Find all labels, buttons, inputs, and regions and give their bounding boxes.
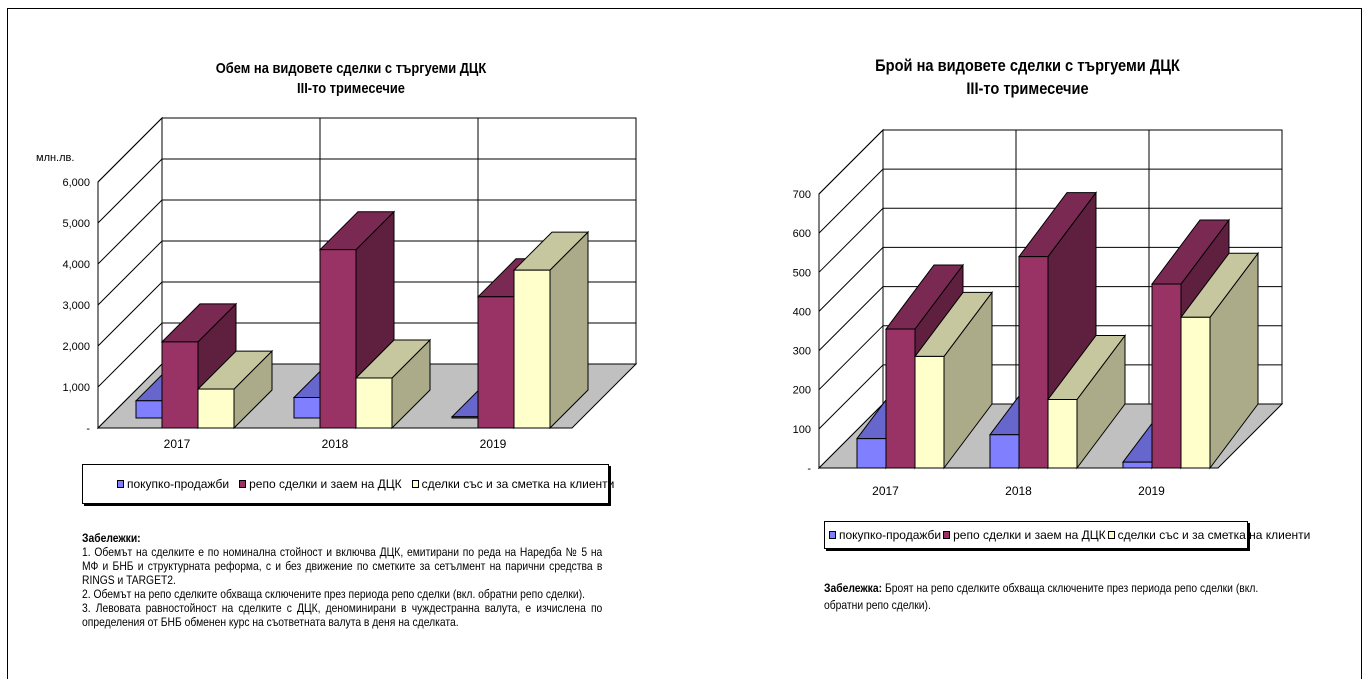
legend-item-buy-sell: покупко-продажби — [117, 477, 229, 491]
y-tick-label: 100 — [793, 424, 811, 436]
legend-label-repo: репо сделки и заем на ДЦК — [249, 477, 402, 491]
legend-swatch-repo — [239, 480, 247, 488]
x-category-label: 2019 — [480, 437, 507, 451]
note-1: 1. Обемът на сделките е по номинална сто… — [82, 545, 603, 587]
legend-swatch-buy-sell-right — [829, 531, 836, 539]
legend-item-repo-right: репо сделки и заем на ДЦК — [943, 528, 1106, 542]
bar-1-2018 — [989, 434, 1020, 469]
legend-label-repo-right: репо сделки и заем на ДЦК — [953, 528, 1106, 542]
y-tick-label: 5,000 — [62, 218, 90, 230]
bar-1-2019 — [1122, 461, 1153, 469]
legend-label-clients-right: сделки със и за сметка на клиенти — [1117, 528, 1311, 542]
notes-heading: Забележки: — [82, 531, 141, 545]
bar-1-2017 — [856, 438, 887, 469]
left-chart-panel: Обем на видовете сделки с търгуеми ДЦК I… — [7, 8, 695, 679]
left-notes: Забележки: 1. Обемът на сделките е по но… — [82, 531, 602, 629]
bar-3-2017 — [197, 388, 235, 429]
left-bar-chart: - 1,000 2,000 3,000 4,000 5,000 6,000 2017 2018 2… — [36, 116, 638, 451]
left-title-line1: Обем на видовете сделки с търгуеми ДЦК — [215, 60, 487, 77]
legend-label-buy-sell: покупко-продажби — [127, 477, 230, 491]
x-category-label: 2018 — [1005, 484, 1032, 498]
legend-swatch-buy-sell — [117, 480, 124, 488]
y-tick-label: 300 — [793, 346, 811, 358]
y-tick-label: - — [86, 423, 90, 435]
y-tick-label: 4,000 — [62, 259, 90, 271]
right-chart-panel: Брой на видовете сделки с търгуеми ДЦК I… — [694, 8, 1362, 679]
y-tick-label: - — [807, 463, 811, 475]
right-title-line2: III-то тримесечие — [966, 79, 1089, 98]
legend-item-repo: репо сделки и заем на ДЦК — [239, 477, 402, 491]
bar-2-2017 — [161, 341, 199, 429]
right-note-text: Броят на репо сделките обхваща сключенит… — [824, 581, 1259, 612]
legend-label-clients: сделки със и за сметка на клиенти — [421, 477, 615, 491]
right-bar-chart: - 100 200 300 400 500 600 700 2017 2018 2019 — [793, 128, 1284, 498]
y-tick-label: 3,000 — [62, 300, 90, 312]
bar-3-2018 — [1047, 399, 1078, 469]
legend-swatch-clients — [411, 480, 419, 488]
x-category-label: 2018 — [322, 437, 349, 451]
bar-2-2018 — [319, 249, 357, 429]
bar-2-2019 — [1151, 283, 1182, 469]
y-unit-label: млн.лв. — [36, 152, 74, 164]
y-tick-label: 400 — [793, 306, 811, 318]
right-chart-legend: покупко-продажби репо сделки и заем на Д… — [824, 521, 1310, 549]
bar-3-2019 — [1180, 316, 1211, 469]
y-tick-label: 700 — [793, 189, 811, 201]
x-category-label: 2017 — [164, 437, 191, 451]
x-category-label: 2019 — [1138, 484, 1165, 498]
y-tick-label: 500 — [793, 267, 811, 279]
right-title-line1: Брой на видовете сделки с търгуеми ДЦК — [875, 56, 1180, 75]
bar-2-2019 — [477, 296, 515, 429]
legend-label-buy-sell-right: покупко-продажби — [839, 528, 942, 542]
note-3: 3. Левовата равностойност на сделките с … — [82, 601, 603, 629]
legend-swatch-clients-right — [1107, 531, 1115, 539]
note-2: 2. Обемът на репо сделките обхваща сключ… — [82, 587, 586, 601]
bar-2-2017 — [885, 328, 916, 469]
y-tick-label: 1,000 — [62, 382, 90, 394]
left-chart-legend: покупко-продажби репо сделки и заем на Д… — [82, 464, 614, 504]
y-tick-label: 6,000 — [62, 177, 90, 189]
bar-3-2017 — [914, 355, 945, 469]
bar-3-2019 — [513, 269, 551, 429]
right-chart-title: Брой на видовете сделки с търгуеми ДЦК I… — [741, 54, 1315, 100]
legend-item-clients-right: сделки със и за сметка на клиенти — [1107, 528, 1311, 542]
legend-item-buy-sell-right: покупко-продажби — [829, 528, 941, 542]
right-notes: Забележка: Броят на репо сделките обхващ… — [824, 580, 1258, 614]
x-category-label: 2017 — [872, 484, 899, 498]
right-note-label: Забележка: — [824, 581, 883, 595]
y-tick-label: 600 — [793, 228, 811, 240]
bar-2-2018 — [1018, 256, 1049, 469]
bar-3-2018 — [355, 377, 393, 429]
y-tick-label: 2,000 — [62, 341, 90, 353]
y-tick-label: 200 — [793, 385, 811, 397]
left-chart-title: Обем на видовете сделки с търгуеми ДЦК I… — [56, 59, 646, 99]
legend-item-clients: сделки със и за сметка на клиенти — [411, 477, 615, 491]
right-note: Забележка: Броят на репо сделките обхващ… — [824, 580, 1258, 614]
left-title-line2: III-то тримесечие — [297, 80, 405, 97]
legend-swatch-repo-right — [943, 531, 951, 539]
